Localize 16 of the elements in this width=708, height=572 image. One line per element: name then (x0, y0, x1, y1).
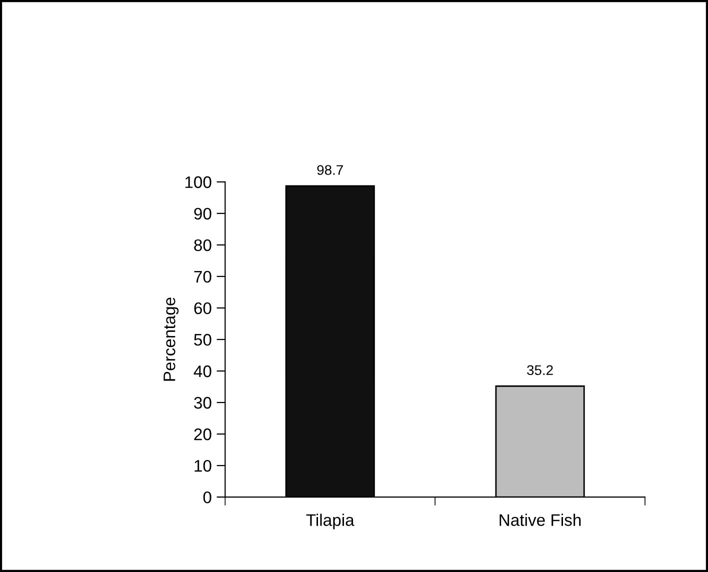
x-tick-label: Native Fish (500, 514, 581, 526)
y-tick-label: 50 (194, 334, 212, 346)
y-tick-label: 70 (194, 270, 212, 283)
y-tick-label: 40 (194, 365, 212, 378)
y-tick-label: 10 (194, 460, 212, 472)
y-tick-label: 20 (194, 428, 212, 440)
data-label: 98.7 (317, 165, 343, 175)
y-tick-label: 100 (185, 176, 212, 188)
y-tick-label: 90 (194, 208, 212, 220)
y-tick-label: 60 (194, 302, 212, 314)
y-tick-label: 80 (194, 239, 212, 252)
x-tick-label: Tilapia (306, 514, 354, 530)
y-tick-label: 30 (194, 396, 212, 409)
y-tick-label: 0 (203, 491, 212, 504)
y-axis-title: Percentage (164, 298, 179, 381)
data-label: 35.2 (527, 365, 553, 376)
